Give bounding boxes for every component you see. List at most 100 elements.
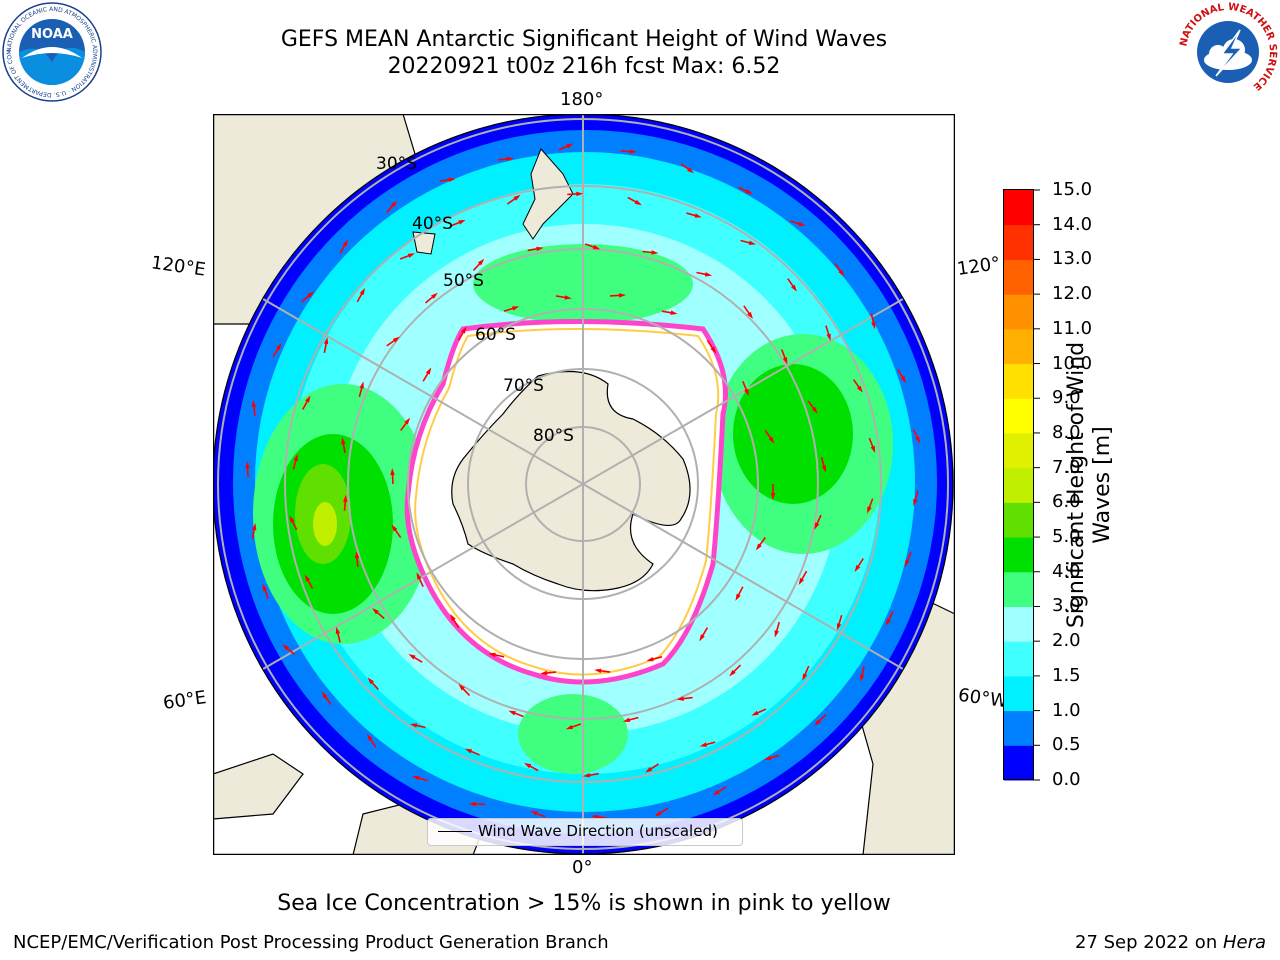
wave-direction-arrowhead <box>676 696 684 701</box>
wave-direction-arrowhead <box>854 564 861 572</box>
footer-date: 27 Sep 2022 on Hera <box>1075 932 1266 953</box>
wave-direction-arrowhead <box>576 191 584 197</box>
wave-direction-arrowhead <box>524 762 532 769</box>
footer-date-text: 27 Sep 2022 on <box>1075 932 1223 953</box>
colorbar-cell <box>1004 259 1033 295</box>
wave-direction-arrowhead <box>699 742 708 747</box>
wave-direction-arrowhead <box>774 630 779 638</box>
wave-direction-arrowhead <box>408 653 416 660</box>
colorbar-tick-label: 11.0 <box>1052 317 1093 339</box>
colorbar-cell <box>1004 432 1033 469</box>
wave-direction-arrowhead <box>506 156 514 162</box>
colorbar-tick-label: 1.5 <box>1052 664 1081 686</box>
wave-direction-arrowhead <box>634 199 642 206</box>
colorbar-tick-label: 10.0 <box>1052 352 1093 374</box>
sea-ice-yellow-fringe <box>414 328 720 676</box>
wave-direction-arrowhead <box>900 375 907 384</box>
colorbar-tick-label: 5.0 <box>1052 526 1081 548</box>
wave-direction-arrowhead <box>764 755 772 761</box>
wave-direction-arrowhead <box>802 673 808 681</box>
svg-text:NOAA: NOAA <box>31 27 73 42</box>
wave-direction-arrowhead <box>768 436 775 444</box>
wave-direction-arrowhead <box>342 239 349 247</box>
wind-wave-arrows <box>245 143 921 820</box>
colorbar-tick-label: 7.0 <box>1052 456 1081 478</box>
map-frame <box>213 114 955 855</box>
colorbar-tick-label: 0.0 <box>1052 769 1081 790</box>
wave-direction-arrowhead <box>592 244 601 250</box>
wave-direction-arrowhead <box>670 310 678 315</box>
colorbar-cell <box>1004 606 1033 642</box>
wave-direction-arrowhead <box>458 219 466 225</box>
longitude-gridlines <box>262 114 904 854</box>
wave-direction-arrowhead <box>687 167 694 174</box>
colorbar-cell <box>1004 745 1033 781</box>
wave-direction-arrowhead <box>407 253 416 258</box>
wave-direction-arrowhead <box>694 213 702 218</box>
colorbar-cell <box>1004 502 1033 538</box>
colorbar-tick-label: 1.0 <box>1052 699 1081 721</box>
wave-direction-arrowhead <box>748 240 757 245</box>
wave-direction-arrowhead <box>704 272 713 277</box>
colorbar-cell <box>1004 294 1033 330</box>
antarctica-land <box>451 370 691 592</box>
wave-direction-arrowhead <box>391 524 398 532</box>
wave-direction-arrowhead <box>416 572 422 580</box>
colorbar-tick-label: 3.0 <box>1052 595 1081 617</box>
wave-direction-arrowhead <box>425 367 432 375</box>
wave-direction-arrowhead <box>372 608 379 615</box>
wave-direction-arrowhead <box>307 291 314 298</box>
colorbar-frame <box>1003 189 1034 780</box>
colorbar-tick-label: 4.0 <box>1052 560 1081 582</box>
wave-direction-arrowhead <box>450 614 456 622</box>
wave-direction-arrowhead <box>798 221 806 226</box>
wave-direction-arrowhead <box>859 674 865 682</box>
wave-direction-arrowhead <box>335 626 341 635</box>
colorbar-cell <box>1004 328 1033 365</box>
wave-direction-arrowhead <box>566 143 574 149</box>
colorbar-tick-label: 8.0 <box>1052 421 1081 443</box>
wave-direction-arrowhead <box>409 723 418 728</box>
wave-direction-arrowhead <box>392 336 400 343</box>
wave-direction-arrowhead <box>654 810 662 817</box>
wave-direction-arrowhead <box>729 669 736 677</box>
wave-direction-arrowhead <box>814 522 820 530</box>
wave-direction-arrowhead <box>464 748 473 754</box>
wave-direction-arrowhead <box>431 292 438 299</box>
wave-direction-arrowhead <box>390 200 398 208</box>
wave-direction-arrowhead <box>513 194 521 201</box>
wave-direction-arrowhead <box>293 453 298 462</box>
wave-direction-arrowhead <box>744 388 749 397</box>
wave-direction-arrowhead <box>751 710 759 716</box>
tasmania-land <box>412 231 436 255</box>
footer-branch: NCEP/EMC/Verification Post Processing Pr… <box>13 932 609 953</box>
colorbar-tick-label: 0.5 <box>1052 734 1081 756</box>
wave-direction-arrowhead <box>412 775 420 781</box>
legend-line-swatch <box>438 831 472 832</box>
wave-direction-arrowhead <box>646 656 654 662</box>
wave-direction-arrowhead <box>745 189 753 195</box>
wave-direction-arrowhead <box>461 326 467 334</box>
wave-direction-arrowhead <box>530 811 538 816</box>
wave-direction-arrowhead <box>321 691 328 699</box>
colorbar-cell <box>1004 641 1033 677</box>
wave-direction-arrowhead <box>305 395 311 403</box>
wave-direction-arrowhead <box>304 574 311 582</box>
colorbar-tick-label: 15.0 <box>1052 179 1093 200</box>
wave-direction-arrowhead <box>282 644 290 651</box>
wave-direction-arrowhead <box>540 670 548 676</box>
legend-label: Wind Wave Direction (unscaled) <box>478 822 718 840</box>
colorbar-cell <box>1004 224 1033 260</box>
wave-direction-arrowhead <box>838 269 845 277</box>
sea-ice-caption: Sea Ice Concentration > 15% is shown in … <box>277 891 891 916</box>
chart-title: GEFS MEAN Antarctic Significant Height o… <box>280 27 888 52</box>
colorbar-cell <box>1004 398 1033 434</box>
colorbar-cell <box>1004 363 1033 399</box>
wave-direction-arrowhead <box>821 465 827 473</box>
wave-direction-arrowhead <box>359 381 364 389</box>
noaa-logo: NATIONAL OCEANIC AND ATMOSPHERIC ADMINIS… <box>2 2 102 102</box>
wave-direction-arrowhead <box>791 284 797 292</box>
wave-direction-arrowhead <box>582 772 591 778</box>
wave-direction-arrowhead <box>564 295 572 300</box>
lat-label-50s: 50°S <box>443 271 484 291</box>
